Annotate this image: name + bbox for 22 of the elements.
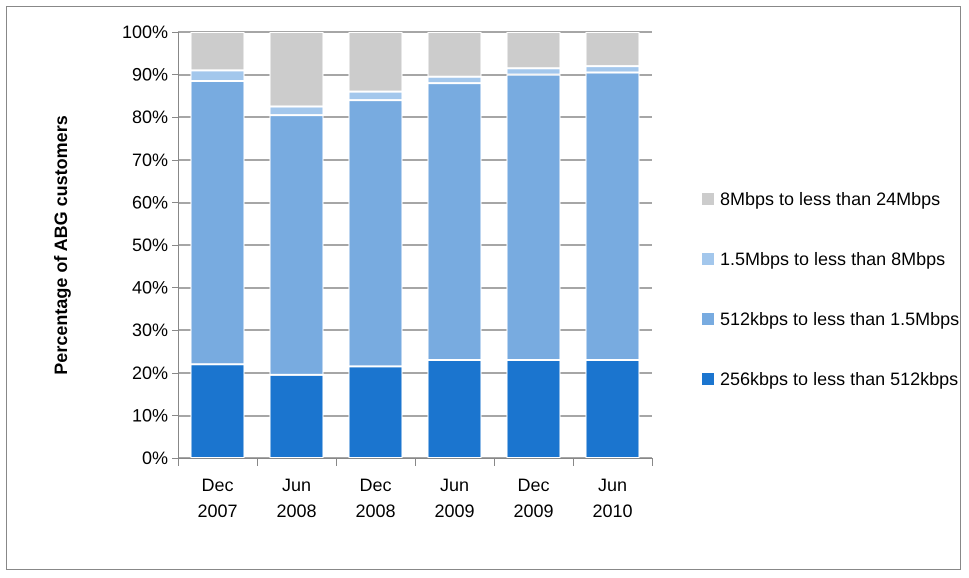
legend-label: 512kbps to less than 1.5Mbps	[720, 309, 960, 329]
legend-label: 1.5Mbps to less than 8Mbps	[720, 249, 946, 269]
y-tick-label: 50%	[132, 235, 168, 255]
y-tick-label: 40%	[132, 278, 168, 298]
x-tick-label: Jun 2008	[276, 475, 317, 521]
y-tick-label: 20%	[132, 362, 168, 383]
legend-label: 8Mbps to less than 24Mbps	[720, 189, 940, 209]
y-tick-label: 90%	[132, 64, 168, 85]
y-tick-label: 30%	[132, 320, 168, 340]
y-tick-label: 60%	[132, 192, 168, 212]
x-tick-label: Dec 2007	[197, 475, 238, 521]
y-axis-title: Percentage of ABG customers	[51, 115, 71, 375]
y-tick-label: 100%	[122, 22, 168, 42]
y-tick-label: 70%	[132, 150, 168, 170]
x-tick-label: Dec 2008	[355, 475, 396, 521]
y-tick-label: 10%	[132, 405, 168, 426]
y-tick-label: 0%	[142, 448, 168, 468]
x-tick-label: Dec 2009	[513, 475, 554, 521]
legend-label: 256kbps to less than 512kbps	[720, 369, 958, 389]
x-tick-label: Jun 2010	[592, 475, 633, 521]
y-tick-label: 80%	[132, 107, 168, 128]
x-tick-label: Jun 2009	[434, 475, 475, 521]
